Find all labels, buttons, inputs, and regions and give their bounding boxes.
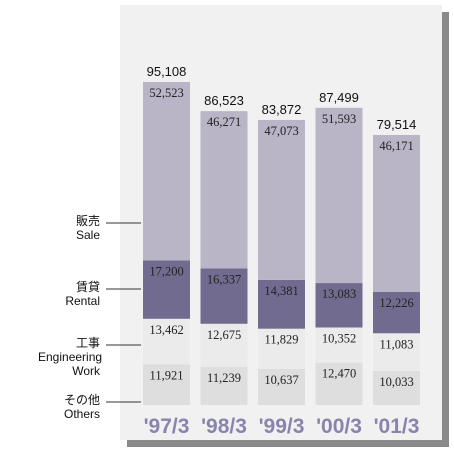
bar-segment bbox=[373, 370, 420, 405]
bar-segment bbox=[258, 328, 305, 369]
bar-segment bbox=[373, 333, 420, 371]
bar-segment bbox=[200, 366, 248, 405]
legend-label-ja: 賃貸 bbox=[75, 280, 100, 294]
bar-segment bbox=[200, 268, 248, 324]
value-label: 10,033 bbox=[379, 375, 413, 389]
legend-label: Sale bbox=[75, 228, 100, 242]
legend-label: Others bbox=[63, 407, 100, 421]
value-label: 13,083 bbox=[322, 287, 356, 301]
bar-segment bbox=[143, 318, 190, 365]
value-label: 12,675 bbox=[207, 328, 241, 342]
value-label: 11,921 bbox=[150, 369, 184, 383]
x-tick-label: '01/3 bbox=[374, 415, 420, 438]
bar-segment bbox=[143, 364, 190, 405]
bar-segment bbox=[258, 368, 305, 405]
x-tick-label: '98/3 bbox=[201, 415, 247, 438]
legend-entry: 賃貸 Rental bbox=[0, 280, 100, 308]
value-label: 14,381 bbox=[264, 284, 298, 298]
bar-segment bbox=[258, 119, 305, 280]
value-label: 17,200 bbox=[149, 264, 183, 278]
x-tick-label: '97/3 bbox=[144, 415, 190, 438]
value-label: 12,226 bbox=[379, 296, 413, 310]
x-tick-label: '00/3 bbox=[316, 415, 362, 438]
bar-segment bbox=[200, 323, 248, 367]
bar-segment bbox=[315, 327, 363, 363]
value-label: 51,593 bbox=[322, 112, 356, 126]
bar-segment bbox=[373, 134, 420, 292]
value-label: 13,462 bbox=[149, 323, 183, 337]
value-label: 10,637 bbox=[264, 373, 298, 387]
value-label: 12,470 bbox=[322, 367, 356, 381]
bar-segment bbox=[315, 283, 363, 328]
bar-segment bbox=[143, 82, 190, 261]
x-tick-label: '99/3 bbox=[259, 415, 305, 438]
legend-label-ja: その他 bbox=[63, 393, 100, 407]
bar-segment bbox=[315, 107, 363, 284]
value-label: 52,523 bbox=[149, 86, 183, 100]
total-label: 95,108 bbox=[147, 64, 187, 79]
total-label: 79,514 bbox=[377, 117, 417, 132]
bar-segment bbox=[315, 362, 363, 405]
value-label: 11,239 bbox=[207, 371, 241, 385]
legend-label-ja: 工事 bbox=[75, 336, 100, 350]
value-label: 47,073 bbox=[264, 124, 298, 138]
bar-segment bbox=[143, 260, 190, 319]
total-label: 86,523 bbox=[204, 93, 244, 108]
legend-entry: その他 Others bbox=[0, 393, 100, 421]
value-label: 11,083 bbox=[380, 337, 414, 351]
legend-label: Engineering Work bbox=[38, 350, 103, 378]
legend-label-ja: 販売 bbox=[75, 214, 100, 228]
bar-segment bbox=[200, 111, 248, 269]
legend-entry: 販売 Sale bbox=[0, 214, 100, 242]
bar-segment bbox=[373, 291, 420, 334]
total-label: 87,499 bbox=[319, 90, 359, 105]
value-label: 46,271 bbox=[207, 115, 241, 129]
value-label: 10,352 bbox=[322, 331, 356, 345]
value-label: 11,829 bbox=[265, 333, 299, 347]
total-label: 83,872 bbox=[262, 102, 302, 117]
value-label: 46,171 bbox=[379, 139, 413, 153]
value-label: 16,337 bbox=[207, 272, 241, 286]
legend-entry: 工事 Engineering Work bbox=[0, 336, 103, 378]
legend-label: Rental bbox=[65, 294, 100, 308]
bar-segment bbox=[258, 279, 305, 329]
